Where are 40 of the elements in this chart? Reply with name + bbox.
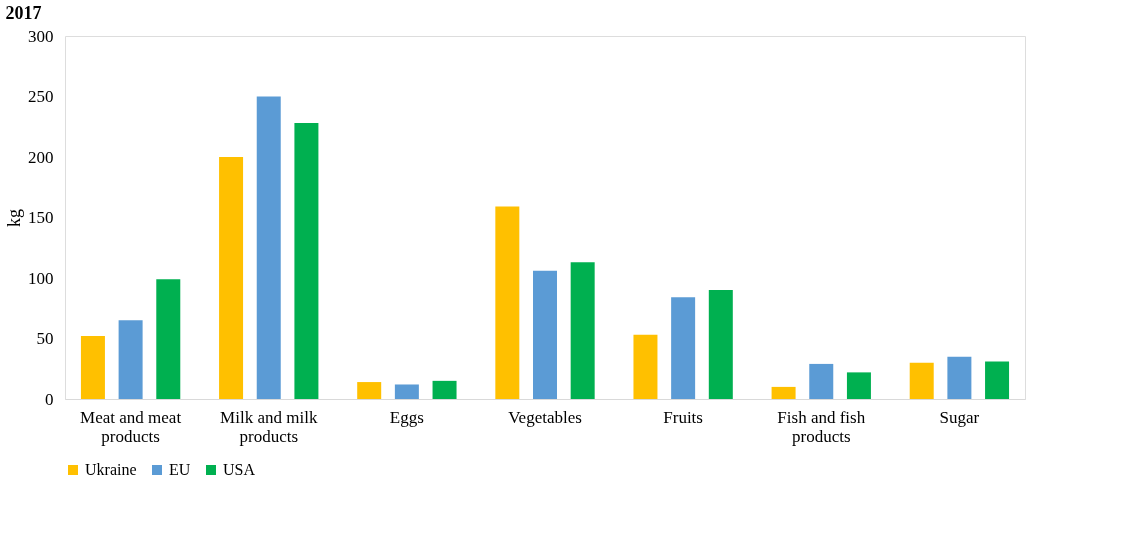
legend-label: USA xyxy=(223,461,256,478)
y-tick-label: 50 xyxy=(36,329,54,348)
bar xyxy=(947,356,972,399)
bar xyxy=(533,270,557,399)
bar xyxy=(671,297,696,399)
bar xyxy=(294,123,319,399)
bar xyxy=(432,380,457,399)
chart-title: 2017 xyxy=(5,3,42,23)
x-tick-label: Sugar xyxy=(939,407,980,427)
bar xyxy=(771,386,796,399)
bar xyxy=(570,262,595,399)
x-tick-label: Fish and fish products xyxy=(777,407,866,446)
bar xyxy=(80,336,105,399)
bar xyxy=(256,96,281,399)
y-tick-label: 150 xyxy=(28,208,54,227)
bar xyxy=(708,290,733,399)
y-tick-label: 300 xyxy=(28,26,54,46)
y-tick-label: 100 xyxy=(28,268,54,288)
x-tick-label: Meat and meat products xyxy=(80,407,182,446)
bar xyxy=(633,334,658,399)
legend-label: EU xyxy=(169,461,191,478)
bar xyxy=(357,382,382,399)
bar xyxy=(156,279,181,399)
x-tick-label: Vegetables xyxy=(508,407,582,427)
bar xyxy=(394,384,419,399)
y-tick-label: 0 xyxy=(45,389,54,409)
y-tick-label: 250 xyxy=(28,87,54,106)
x-tick-label: Milk and milk products xyxy=(220,407,318,446)
y-axis-title: kg xyxy=(4,209,24,227)
y-tick-label: 200 xyxy=(28,147,54,167)
bar xyxy=(909,362,934,399)
bar xyxy=(846,372,871,399)
bar xyxy=(985,361,1010,399)
bar xyxy=(809,363,834,399)
bar xyxy=(495,206,520,399)
bar xyxy=(118,320,143,399)
legend-label: Ukraine xyxy=(85,461,137,478)
x-tick-label: Eggs xyxy=(389,407,424,427)
x-tick-label: Fruits xyxy=(663,407,703,427)
bar xyxy=(219,157,244,399)
